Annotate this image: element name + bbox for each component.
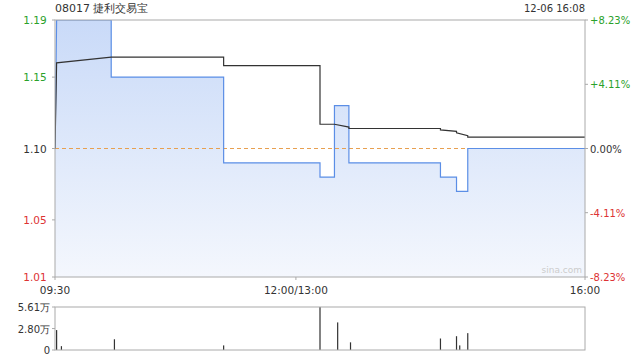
subtitle: 12-06 16:08 (524, 3, 585, 14)
volume-bar (337, 322, 338, 350)
y-tick (52, 328, 55, 329)
y-tick-label: 1.19 (23, 14, 46, 26)
y-tick-label: 1.15 (23, 71, 46, 83)
volume-bar (440, 339, 441, 350)
volume-bar (61, 346, 62, 350)
volume-bar (223, 345, 224, 350)
volume-bar (456, 336, 457, 350)
y-tick (52, 20, 55, 21)
y-tick (52, 219, 55, 220)
y-tick (52, 350, 55, 351)
y-tick (52, 307, 55, 308)
y-tick-label: 2.80万 (18, 324, 50, 335)
watermark: sina.com (542, 265, 583, 275)
volume-bar (319, 307, 320, 350)
y-tick-label: 5.61万 (18, 302, 50, 313)
series-line (55, 20, 585, 191)
plot (55, 20, 585, 277)
volume-bar (56, 330, 57, 350)
volume-plot (56, 307, 468, 350)
y2-tick (585, 212, 588, 213)
y-tick-label: 1.01 (23, 271, 46, 283)
y-tick-label: 1.10 (23, 143, 46, 155)
y2-tick (585, 84, 588, 85)
volume-frame (55, 307, 585, 350)
x-tick (585, 277, 586, 280)
y2-tick-label: -8.23% (590, 272, 625, 283)
x-tick (295, 277, 296, 280)
series-line (55, 57, 585, 148)
chart-root: 08017 捷利交易宝 12-06 16:08 1.19 1.15 1.10 1.05 1.… (0, 0, 640, 360)
y2-tick-label: -4.11% (590, 208, 625, 219)
y-tick (52, 77, 55, 78)
y2-tick-label: +8.23% (590, 15, 630, 26)
x-tick-label: 16:00 (570, 284, 600, 296)
volume-bar (459, 345, 460, 350)
y-tick-label: 1.05 (23, 214, 46, 226)
y-tick-label: 0 (44, 345, 50, 356)
y2-tick-label: +4.11% (590, 79, 630, 90)
x-tick (55, 277, 56, 280)
y2-tick-label: 0.00% (590, 144, 622, 155)
plot-frame (55, 20, 585, 277)
volume-bar (114, 339, 115, 350)
y2-tick (585, 20, 588, 21)
y-tick (52, 148, 55, 149)
x-tick-label: 12:00/13:00 (264, 284, 328, 296)
y2-tick (585, 148, 588, 149)
title: 08017 捷利交易宝 (55, 2, 149, 15)
volume-bar (350, 342, 351, 350)
x-tick-label: 09:30 (40, 284, 70, 296)
price-area (55, 20, 585, 277)
volume-bar (467, 333, 468, 350)
